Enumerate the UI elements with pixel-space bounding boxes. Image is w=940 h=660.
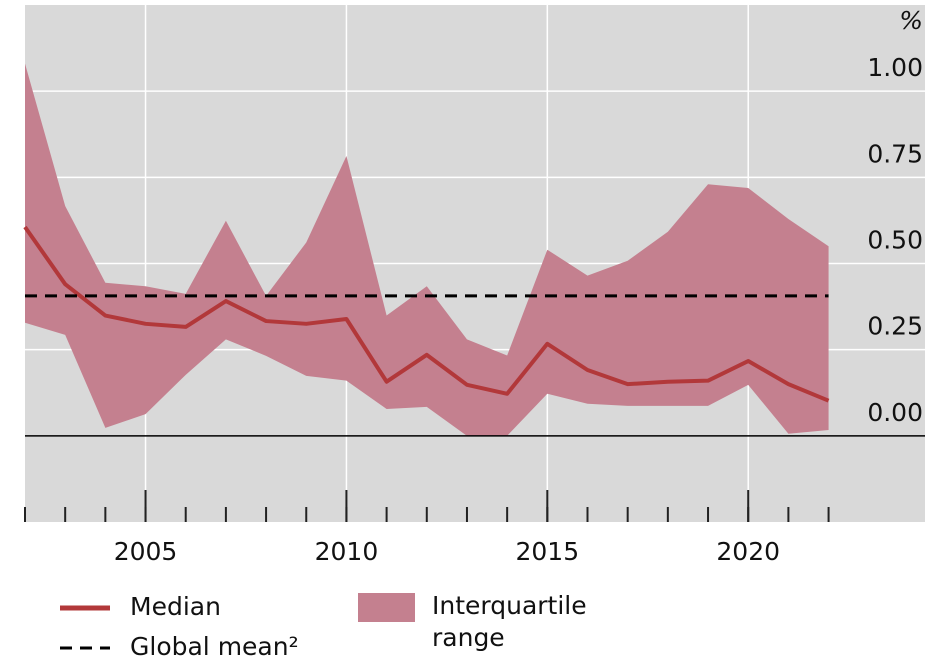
legend-label: Global mean² <box>130 632 299 660</box>
y-tick-label: 0.00 <box>867 398 923 427</box>
x-tick-label: 2010 <box>315 537 379 566</box>
legend-label: Median <box>130 592 221 621</box>
iqr-band <box>25 63 829 436</box>
y-tick-label: 0.75 <box>867 139 923 168</box>
unit-label: % <box>899 6 923 35</box>
legend-label: Interquartile range <box>432 591 587 652</box>
x-tick-label: 2005 <box>114 537 178 566</box>
x-tick-label: 2020 <box>716 537 780 566</box>
y-tick-label: 0.25 <box>867 312 923 341</box>
legend-swatch <box>358 593 415 622</box>
x-tick-label: 2015 <box>516 537 580 566</box>
y-tick-label: 1.00 <box>867 53 923 82</box>
median-line <box>23 225 830 403</box>
y-tick-label: 0.50 <box>867 226 923 255</box>
